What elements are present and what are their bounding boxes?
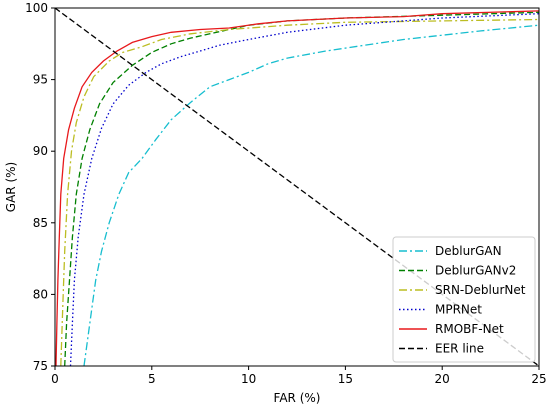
y-tick-label: 85 bbox=[33, 216, 48, 230]
x-axis-ticks: 0 5 10 15 20 25 bbox=[51, 366, 547, 386]
x-tick-label: 25 bbox=[531, 372, 546, 386]
y-axis-label: GAR (%) bbox=[4, 162, 18, 212]
y-tick-label: 100 bbox=[25, 1, 48, 15]
y-tick-label: 75 bbox=[33, 359, 48, 373]
y-tick-label: 80 bbox=[33, 287, 48, 301]
x-tick-label: 0 bbox=[51, 372, 59, 386]
series-line-rmobf-net bbox=[55, 10, 539, 366]
series-line-deblurgan bbox=[83, 24, 539, 366]
legend-label-mprnet: MPRNet bbox=[435, 303, 482, 317]
legend-label-rmobf-net: RMOBF-Net bbox=[435, 322, 504, 336]
x-tick-label: 20 bbox=[435, 372, 450, 386]
series-line-srn-deblurnet bbox=[60, 18, 539, 366]
series-layer bbox=[55, 8, 539, 366]
legend-label-eer-line: EER line bbox=[435, 342, 484, 356]
legend-label-srn-deblurnet: SRN-DeblurNet bbox=[435, 283, 526, 297]
x-tick-label: 15 bbox=[338, 372, 353, 386]
series-line-eer-line bbox=[55, 8, 539, 366]
legend-box bbox=[392, 236, 536, 363]
legend-label-deblurganv2: DeblurGANv2 bbox=[435, 264, 516, 278]
y-tick-label: 95 bbox=[33, 73, 48, 87]
plot-frame bbox=[54, 7, 540, 367]
series-line-mprnet bbox=[69, 13, 539, 366]
legend-label-deblurgan: DeblurGAN bbox=[435, 244, 502, 258]
y-tick-label: 90 bbox=[33, 144, 48, 158]
x-axis-label: FAR (%) bbox=[274, 391, 321, 405]
y-axis-ticks: 75 80 85 90 95 100 bbox=[25, 1, 55, 373]
x-tick-label: 5 bbox=[148, 372, 156, 386]
legend: DeblurGAN DeblurGANv2 SRN-DeblurNet MPRNet R… bbox=[392, 236, 536, 363]
x-tick-label: 10 bbox=[241, 372, 256, 386]
